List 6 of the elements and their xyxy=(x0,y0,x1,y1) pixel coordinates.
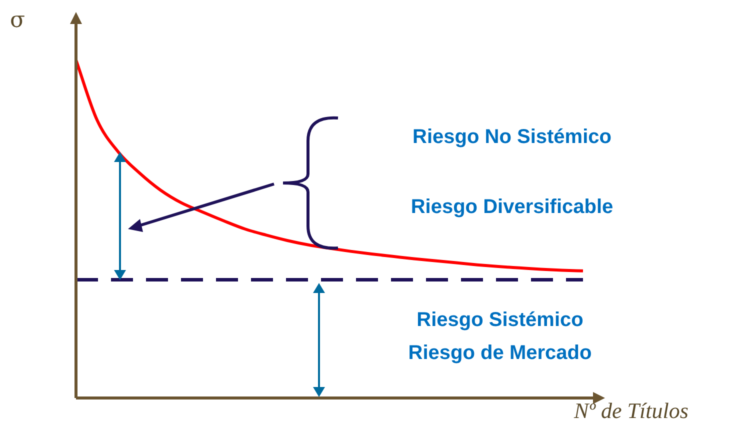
x-axis-title: Nº de Títulos xyxy=(574,398,688,424)
annotation: Riesgo Diversificable xyxy=(410,196,614,219)
annotation: Riesgo de Mercado xyxy=(408,342,592,365)
annotation: Riesgo No Sistémico xyxy=(412,126,612,149)
annotation: Riesgo Sistémico xyxy=(416,309,584,332)
y-axis-title: σ xyxy=(10,8,26,33)
